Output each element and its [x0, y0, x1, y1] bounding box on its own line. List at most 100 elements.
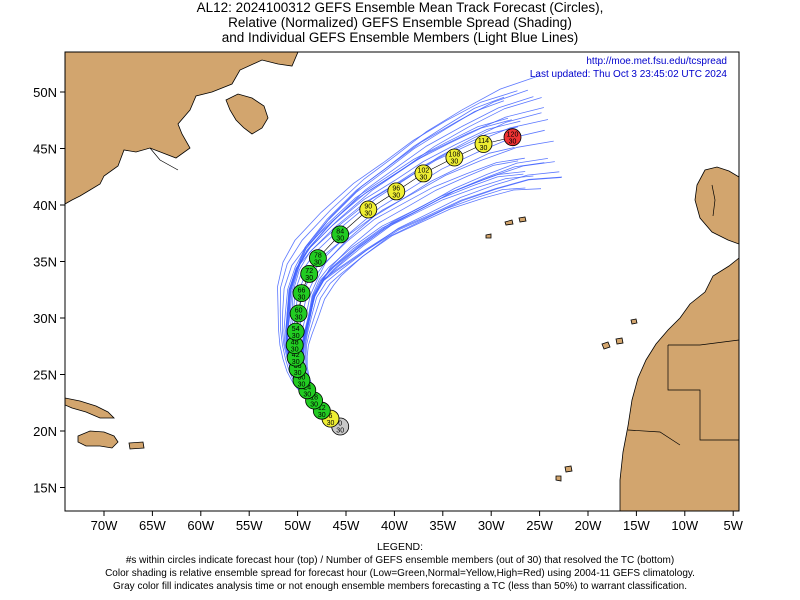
land-layer: [65, 52, 739, 511]
track-members-label: 30: [318, 412, 326, 419]
track-hour-label: 0: [338, 421, 342, 428]
track-members-label: 30: [298, 294, 306, 301]
x-tick-label: 5W: [723, 518, 743, 533]
x-tick-label: 25W: [526, 518, 553, 533]
track-members-label: 30: [314, 259, 322, 266]
track-circle: [331, 225, 350, 244]
y-tick-label: 40N: [33, 198, 57, 213]
track-hour-label: 6: [329, 413, 333, 420]
track-members-label: 30: [294, 370, 302, 377]
track-members-label: 30: [303, 392, 311, 399]
y-tick-label: 25N: [33, 368, 57, 383]
y-tick-label: 20N: [33, 424, 57, 439]
track-members-label: 30: [291, 346, 299, 353]
plot-frame: [64, 51, 740, 512]
land-azores-3: [485, 233, 492, 239]
track-members-label: 30: [392, 193, 400, 200]
track-members-label: 30: [292, 359, 300, 366]
x-tick-label: 60W: [187, 518, 214, 533]
track-members-label: 30: [364, 211, 372, 218]
track-circle: [503, 128, 522, 147]
legend-line-1: #s within circles indicate forecast hour…: [125, 555, 675, 566]
land-africa: [619, 166, 739, 511]
track-hour-label: 90: [364, 204, 372, 211]
title-line-2: Relative (Normalized) GEFS Ensemble Spre…: [228, 15, 572, 30]
x-tick-label: 50W: [284, 518, 311, 533]
track-circle: [474, 135, 493, 153]
track-circle: [414, 164, 433, 183]
land-cape-verde-2: [555, 475, 562, 482]
track-hour-label: 48: [291, 339, 299, 346]
track-circle: [300, 264, 319, 283]
track-hour-label: 96: [392, 186, 400, 193]
track-hour-label: 54: [292, 326, 300, 333]
y-tick-label: 35N: [33, 255, 57, 270]
x-tick-label: 30W: [478, 518, 505, 533]
track-hour-label: 84: [336, 229, 344, 236]
x-tick-label: 20W: [575, 518, 602, 533]
track-hour-label: 66: [298, 287, 306, 294]
track-circle: [308, 249, 327, 268]
track-members-label: 30: [310, 402, 318, 409]
track-members-label: 30: [295, 315, 303, 322]
x-tick-label: 55W: [236, 518, 263, 533]
track-members-label: 30: [336, 236, 344, 243]
track-members-label: 30: [292, 333, 300, 340]
x-tick-label: 40W: [381, 518, 408, 533]
land-cape-verde-1: [564, 465, 573, 473]
track-hour-label: 36: [294, 363, 302, 370]
track-hour-label: 18: [310, 395, 318, 402]
y-tick-label: 50N: [33, 85, 57, 100]
land-madeira: [630, 318, 638, 325]
axes: 70W 6 5W 60W 55W 50W 45W 40W 35W 30W 25W 20W 15W 10W 5…: [33, 85, 744, 533]
info-updated: Last updated: Thu Oct 3 23:45:02 UTC 202…: [530, 69, 728, 80]
track-hour-label: 108: [449, 152, 461, 159]
track-circle: [292, 284, 311, 303]
track-circle: [387, 182, 406, 201]
track-hour-label: 120: [507, 131, 519, 138]
land-puerto-rico: [128, 441, 145, 450]
title-line-1: AL12: 2024100312 GEFS Ensemble Mean Trac…: [196, 0, 604, 15]
title-block: AL12: 2024100312 GEFS Ensemble Mean Trac…: [0, 0, 800, 45]
x-tick-label: 10W: [671, 518, 698, 533]
x-tick-label: 35W: [429, 518, 456, 533]
track-hour-label: 72: [305, 268, 313, 275]
track-hour-label: 24: [303, 385, 311, 392]
track-hour-label: 42: [292, 352, 300, 359]
border-usa-canada: [149, 147, 179, 171]
x-tick-label: 15W: [623, 518, 650, 533]
track-members-label: 30: [420, 175, 428, 182]
border-spain-portugal: [711, 184, 716, 217]
x-tick-label: 70W: [91, 518, 118, 533]
track-members-label: 30: [509, 138, 517, 145]
border-wsahara-mauritania: [667, 345, 739, 441]
land-canary-1: [601, 341, 611, 350]
track-members-label: 30: [451, 159, 459, 166]
track-hour-label: 102: [418, 168, 430, 175]
track-hour-label: 60: [295, 308, 303, 315]
track-circle: [286, 322, 305, 341]
x-tick-label: 45W: [333, 518, 360, 533]
legend-block: LEGEND: #s within circles indicate forec…: [0, 541, 800, 593]
land-azores-1: [504, 219, 514, 226]
track-members-label: 30: [480, 145, 488, 152]
land-azores-2: [518, 216, 527, 223]
track-members-label: 30: [298, 381, 306, 388]
title-line-3: and Individual GEFS Ensemble Members (Li…: [221, 30, 579, 45]
legend-line-3: Gray color fill indicates analysis time …: [113, 581, 687, 592]
info-url[interactable]: http://moe.met.fsu.edu/tcspread: [586, 56, 727, 67]
y-tick-label: 30N: [33, 311, 57, 326]
border-morocco-wsahara: [668, 339, 739, 346]
y-tick-label: 45N: [33, 142, 57, 157]
